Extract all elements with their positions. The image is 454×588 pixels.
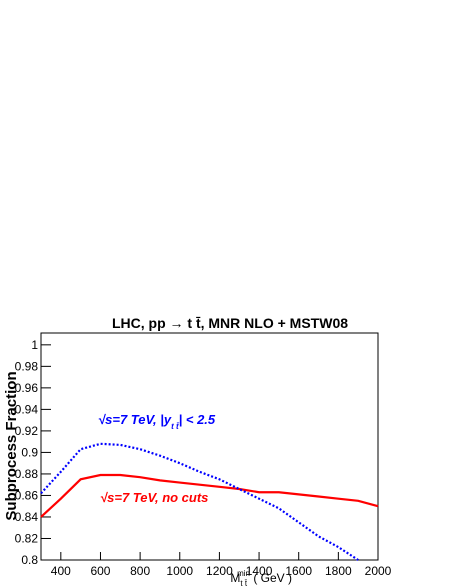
annotation: √s=7 TeV, no cuts — [100, 490, 208, 505]
series-line — [40, 442, 359, 561]
annotation-part: √s=7 TeV, |y — [98, 412, 172, 427]
y-tick-label: 0.94 — [15, 402, 39, 416]
y-axis-label: Subprocess Fraction — [3, 371, 20, 520]
plot-frame — [40, 332, 379, 561]
series-line — [40, 473, 379, 518]
annotation-part: t t̄ — [171, 422, 179, 431]
x-tick-label: 1200 — [206, 564, 233, 578]
y-tick-label: 0.96 — [15, 381, 39, 395]
y-tick-label: 1 — [31, 338, 38, 352]
y-tick-label: 0.86 — [15, 488, 39, 502]
y-tick-label: 0.98 — [15, 359, 39, 373]
y-tick-label: 0.92 — [15, 424, 39, 438]
annotation-part: √s=7 TeV, no cuts — [100, 490, 208, 505]
x-tick-label: 2000 — [365, 564, 392, 578]
x-label-part: M — [230, 571, 240, 585]
x-label-part: min — [237, 569, 250, 578]
x-tick-label: 1800 — [325, 564, 352, 578]
y-tick-label: 0.8 — [21, 553, 38, 567]
x-axis-label: Mt t̄min ( GeV ) — [230, 569, 292, 588]
x-tick-label: 1600 — [285, 564, 312, 578]
x-tick-label: 400 — [51, 564, 71, 578]
y-tick-label: 0.88 — [15, 467, 39, 481]
y-tick-label: 0.9 — [21, 445, 38, 459]
chart-title: LHC, pp → t t̄, MNR NLO + MSTW08 — [112, 315, 348, 331]
annotation-part: | < 2.5 — [179, 412, 216, 427]
x-tick-label: 1000 — [166, 564, 193, 578]
y-tick-label: 0.82 — [15, 531, 39, 545]
x-label-part: t t̄ — [240, 579, 247, 588]
annotation: √s=7 TeV, |yt t̄| < 2.5 — [98, 412, 216, 431]
x-tick-label: 800 — [130, 564, 150, 578]
x-label-part: ( GeV ) — [250, 571, 292, 585]
x-tick-label: 600 — [90, 564, 110, 578]
y-tick-label: 0.84 — [15, 510, 39, 524]
x-tick-label: 1400 — [246, 564, 273, 578]
